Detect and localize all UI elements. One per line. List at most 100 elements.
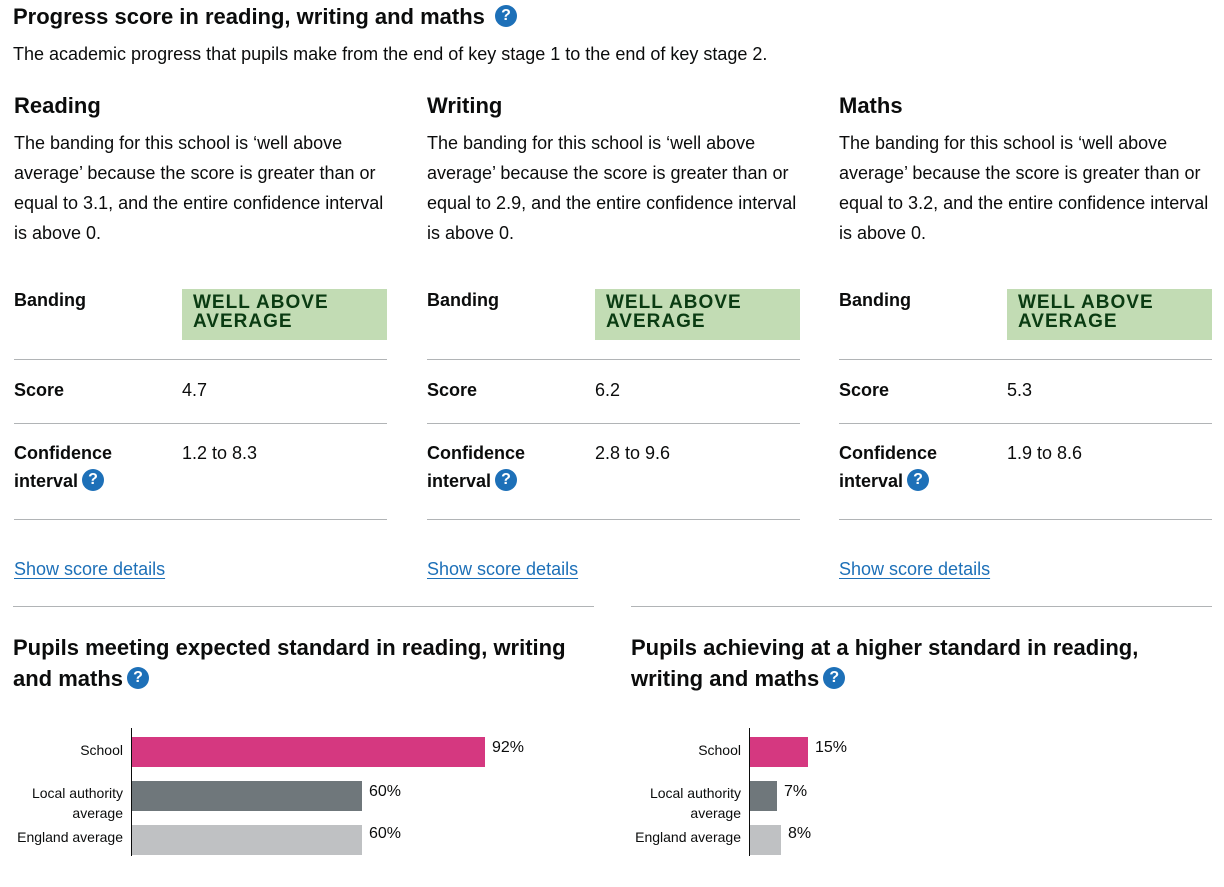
banding-badge-line2: AVERAGE xyxy=(1018,311,1118,332)
ci-label-text: interval xyxy=(427,471,492,491)
banding-badge-line1: WELL ABOVE xyxy=(193,292,329,313)
ci-label-line2: interval? xyxy=(839,467,937,495)
bar-label-text: Local authority xyxy=(649,785,741,801)
bar-label-england: England average xyxy=(13,827,123,847)
row-divider xyxy=(839,423,1212,424)
ci-label-line1: Confidence xyxy=(839,443,938,463)
show-score-details-link[interactable]: Show score details xyxy=(14,559,166,579)
subject-heading: Writing xyxy=(427,93,503,118)
confidence-interval-label: Confidence interval? xyxy=(427,439,525,495)
chart-title-line2-text: and maths xyxy=(13,666,124,691)
row-divider xyxy=(427,359,800,360)
chart-title-line2: writing and maths? xyxy=(631,663,1221,694)
confidence-interval-value: 1.9 to 8.6 xyxy=(1007,443,1083,463)
bar-local-authority xyxy=(132,781,362,811)
row-divider xyxy=(427,423,800,424)
subject-column-maths: Maths The banding for this school is ‘we… xyxy=(839,0,1212,600)
section-divider xyxy=(13,606,594,607)
bar-local-authority xyxy=(750,781,777,811)
confidence-interval-value: 1.2 to 8.3 xyxy=(182,443,258,463)
ci-label-text: interval xyxy=(839,471,904,491)
row-divider xyxy=(14,519,387,520)
score-value: 4.7 xyxy=(182,380,208,400)
help-icon[interactable]: ? xyxy=(495,5,518,28)
chart-title: Pupils meeting expected standard in read… xyxy=(13,632,613,694)
bar-label-text: average xyxy=(72,805,123,821)
bar-school xyxy=(750,737,808,767)
bar-label-local-authority: Local authority average xyxy=(631,783,741,823)
ci-label-line1: Confidence xyxy=(14,443,113,463)
subject-heading: Maths xyxy=(839,93,903,118)
subject-heading: Reading xyxy=(14,93,101,118)
bar-label-england: England average xyxy=(631,827,741,847)
row-divider xyxy=(839,519,1212,520)
bar-value-england: 8% xyxy=(788,825,812,842)
chart-title: Pupils achieving at a higher standard in… xyxy=(631,632,1221,694)
score-label: Score xyxy=(427,380,478,400)
bar-england xyxy=(750,825,781,855)
ci-label-line2: interval? xyxy=(14,467,112,495)
bar-england xyxy=(132,825,362,855)
bar-value-school: 92% xyxy=(492,739,525,756)
bar-school xyxy=(132,737,485,767)
bar-value-local-authority: 7% xyxy=(784,783,808,800)
confidence-interval-label: Confidence interval? xyxy=(14,439,112,495)
help-icon[interactable]: ? xyxy=(823,667,846,690)
chart-expected-standard: Pupils meeting expected standard in read… xyxy=(13,632,613,887)
bar-label-text: England average xyxy=(635,829,741,845)
row-divider xyxy=(427,519,800,520)
banding-label: Banding xyxy=(427,290,499,310)
chart-title-line1: Pupils achieving at a higher standard in… xyxy=(631,635,1139,660)
bar-label-text: average xyxy=(690,805,741,821)
banding-badge: WELL ABOVE AVERAGE xyxy=(595,289,800,340)
chart-higher-standard: Pupils achieving at a higher standard in… xyxy=(631,632,1221,887)
subject-column-reading: Reading The banding for this school is ‘… xyxy=(14,0,387,600)
chart-title-line2: and maths? xyxy=(13,663,613,694)
score-value: 5.3 xyxy=(1007,380,1033,400)
banding-badge: WELL ABOVE AVERAGE xyxy=(1007,289,1212,340)
ci-label-line2: interval? xyxy=(427,467,525,495)
help-icon[interactable]: ? xyxy=(127,667,150,690)
section-divider xyxy=(631,606,1212,607)
bar-value-school: 15% xyxy=(815,739,848,756)
help-icon[interactable]: ? xyxy=(495,469,518,492)
subject-description: The banding for this school is ‘well abo… xyxy=(14,133,384,243)
row-divider xyxy=(14,359,387,360)
subject-column-writing: Writing The banding for this school is ‘… xyxy=(427,0,800,600)
row-divider xyxy=(14,423,387,424)
banding-badge-line1: WELL ABOVE xyxy=(1018,292,1154,313)
banding-label: Banding xyxy=(839,290,911,310)
row-divider xyxy=(839,359,1212,360)
bar-label-school: School xyxy=(13,740,123,760)
banding-badge: WELL ABOVE AVERAGE xyxy=(182,289,387,340)
bar-label-school: School xyxy=(631,740,741,760)
bar-label-text: Local authority xyxy=(31,785,123,801)
score-label: Score xyxy=(839,380,890,400)
bar-value-england: 60% xyxy=(369,825,402,842)
bar-value-local-authority: 60% xyxy=(369,783,402,800)
chart-title-line2-text: writing and maths xyxy=(631,666,820,691)
subject-description: The banding for this school is ‘well abo… xyxy=(427,133,797,243)
confidence-interval-value: 2.8 to 9.6 xyxy=(595,443,671,463)
show-score-details-link[interactable]: Show score details xyxy=(839,559,991,579)
subject-description: The banding for this school is ‘well abo… xyxy=(839,133,1209,243)
chart-title-line1: Pupils meeting expected standard in read… xyxy=(13,635,566,660)
bar-label-text: England average xyxy=(17,829,123,845)
confidence-interval-label: Confidence interval? xyxy=(839,439,937,495)
score-value: 6.2 xyxy=(595,380,621,400)
banding-label: Banding xyxy=(14,290,86,310)
chart-axis xyxy=(131,728,132,856)
intro-text: The academic progress that pupils make f… xyxy=(13,44,768,64)
banding-badge-line2: AVERAGE xyxy=(606,311,706,332)
bar-label-text: School xyxy=(80,742,123,758)
page-title: Progress score in reading, writing and m… xyxy=(13,4,518,30)
ci-label-line1: Confidence xyxy=(427,443,526,463)
banding-badge-line2: AVERAGE xyxy=(193,311,293,332)
page-title-text: Progress score in reading, writing and m… xyxy=(13,4,485,29)
chart-axis xyxy=(749,728,750,856)
help-icon[interactable]: ? xyxy=(82,469,105,492)
show-score-details-link[interactable]: Show score details xyxy=(427,559,579,579)
bar-label-local-authority: Local authority average xyxy=(13,783,123,823)
help-icon[interactable]: ? xyxy=(907,469,930,492)
banding-badge-line1: WELL ABOVE xyxy=(606,292,742,313)
